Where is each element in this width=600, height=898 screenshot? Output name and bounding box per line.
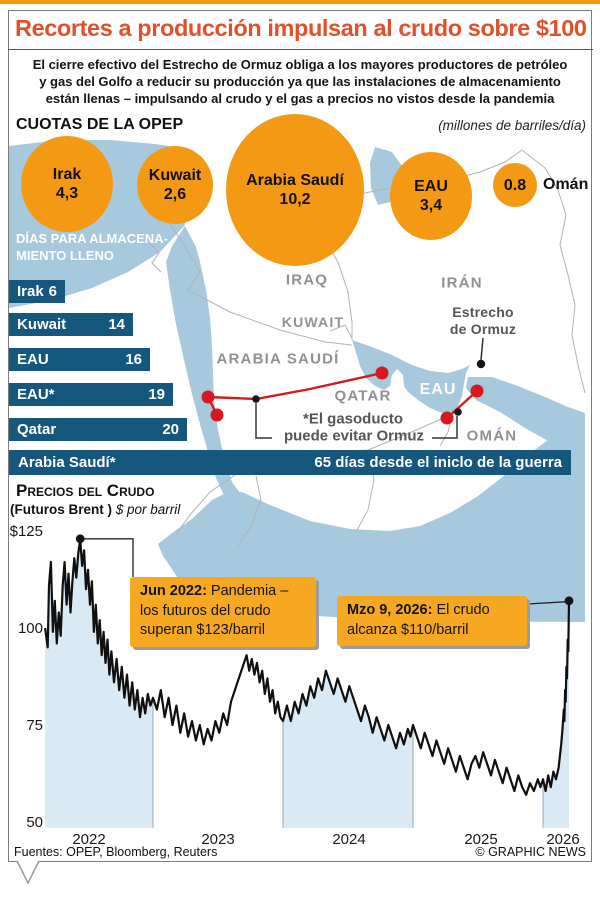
quota-circle-value: 4,3 xyxy=(55,185,79,202)
annotation-date: Jun 2022: xyxy=(140,583,207,599)
intro-line: y gas del Golfo a reducir su producción … xyxy=(39,74,561,89)
storage-bar-label: Irak xyxy=(17,283,44,300)
title-divider xyxy=(8,49,593,50)
map-label-qatar: QATAR xyxy=(334,387,392,405)
intro-line: están llenas – impulsando al crudo y el … xyxy=(45,91,555,106)
quota-circle-name: Arabia Saudí xyxy=(246,172,344,189)
quota-circle-name: Irak xyxy=(52,166,82,183)
annotation-jun-2022: Jun 2022: Pandemia – los futuros del crud… xyxy=(130,577,316,647)
oman-circle-label: Omán xyxy=(543,176,589,193)
quota-circle-name: EAU xyxy=(414,178,448,195)
storage-bar-label: EAU* xyxy=(17,386,55,403)
x-tick-2025: 2025 xyxy=(464,831,498,848)
annotation-line: Mzo 9, 2026: El crudo xyxy=(347,602,490,618)
strait-label-line2: de Ormuz xyxy=(449,321,517,337)
quota-circle-oman: 0.8 xyxy=(493,163,537,207)
quota-circle-eau: EAU 3,4 xyxy=(390,152,472,240)
storage-bar-qatar: Qatar 20 xyxy=(9,418,187,441)
storage-bar-kuwait: Kuwait 14 xyxy=(9,313,133,336)
pipeline-note-line1: *El gasoducto xyxy=(302,410,404,428)
map-label-saudi: ARABIA SAUDÍ xyxy=(216,350,340,368)
sources-text: Fuentes: OPEP, Bloomberg, Reuters xyxy=(14,845,218,859)
y-tick-125: $125 xyxy=(9,523,43,540)
storage-bar-eaux: EAU* 19 xyxy=(9,383,173,406)
annotation-line: los futuros del crudo xyxy=(140,602,271,619)
intro-paragraph: El cierre efectivo del Estrecho de Ormuz… xyxy=(12,56,588,107)
credit-text: © GRAPHIC NEWS xyxy=(475,845,586,859)
storage-bar-label: EAU xyxy=(17,351,49,368)
outer-border xyxy=(8,10,592,862)
x-tick-2023: 2023 xyxy=(201,831,235,848)
chart-subtitle-bold: (Futuros Brent ) xyxy=(10,502,112,517)
page-title: Recortes a producción impulsan al crudo … xyxy=(15,15,587,41)
quota-circle-kuwait: Kuwait 2,6 xyxy=(137,146,213,224)
map-label-eau: EAU xyxy=(419,381,457,398)
quota-circle-value: 2,6 xyxy=(163,186,187,203)
x-tick-2024: 2024 xyxy=(332,831,366,848)
chart-subtitle-unit: $ por barril xyxy=(112,502,181,517)
storage-bar-value: 19 xyxy=(148,386,165,403)
y-tick-100: 100 xyxy=(17,620,43,637)
top-accent-strip xyxy=(0,0,600,4)
chart-subtitle: (Futuros Brent ) $ por barril xyxy=(10,502,180,517)
quota-circle-value: 10,2 xyxy=(279,191,311,208)
quota-circle-irak: Irak 4,3 xyxy=(21,136,113,232)
map-label-kuwait: KUWAIT xyxy=(281,314,345,330)
quota-circle-value: 0.8 xyxy=(503,176,527,194)
y-tick-50: 50 xyxy=(26,814,43,831)
annotation-line: alcanza $110/barril xyxy=(347,621,469,638)
quota-circle-value: 3,4 xyxy=(419,197,443,214)
storage-heading-line: MIENTO LLENO xyxy=(16,247,114,263)
storage-bar-eau: EAU 16 xyxy=(9,348,150,371)
opec-heading: CUOTAS DE LA OPEP xyxy=(16,116,184,133)
saudi-storage-bar: Arabia Saudí* 65 días desde el iniclo de… xyxy=(9,450,571,475)
saudi-bar-note: 65 días desde el iniclo de la guerra xyxy=(314,454,562,471)
quota-circle-name: Kuwait xyxy=(148,167,202,184)
strait-label-line1: Estrecho xyxy=(452,304,514,320)
storage-bar-label: Qatar xyxy=(17,421,57,438)
saudi-bar-label: Arabia Saudí* xyxy=(18,454,116,471)
annotation-line: Jun 2022: Pandemia – xyxy=(140,583,289,599)
map-label-oman: OMÁN xyxy=(466,427,518,445)
storage-heading-line: DÍAS PARA ALMACENA- xyxy=(16,231,168,246)
opec-unit-note: (millones de barriles/día) xyxy=(438,118,586,133)
x-tick-2022: 2022 xyxy=(72,831,106,848)
storage-bar-irak: Irak 6 xyxy=(9,280,65,303)
storage-bar-value: 6 xyxy=(48,283,57,300)
y-tick-75: 75 xyxy=(26,717,43,734)
intro-line: El cierre efectivo del Estrecho de Ormuz… xyxy=(32,57,568,72)
annotation-line: superan $123/barril xyxy=(140,622,265,638)
storage-bar-value: 20 xyxy=(162,421,179,438)
annotation-mzo-2026: Mzo 9, 2026: El crudo alcanza $110/barril xyxy=(337,596,527,646)
storage-bar-label: Kuwait xyxy=(17,316,67,333)
chart-title: Precios del Crudo xyxy=(16,481,155,500)
bottom-tail-chevron xyxy=(16,860,40,885)
storage-bar-value: 14 xyxy=(108,316,125,333)
map-label-iran: IRÁN xyxy=(441,274,483,292)
map-label-iraq: IRAQ xyxy=(285,271,329,289)
storage-heading: DÍAS PARA ALMACENA- MIENTO LLENO xyxy=(16,231,216,264)
storage-bar-value: 16 xyxy=(125,351,142,368)
x-tick-2026: 2026 xyxy=(546,831,580,848)
quota-circle-arabia-saudí: Arabia Saudí 10,2 xyxy=(226,114,364,266)
pipeline-note-line2: puede evitar Ormuz xyxy=(283,427,425,445)
annotation-date: Mzo 9, 2026: xyxy=(347,602,433,618)
